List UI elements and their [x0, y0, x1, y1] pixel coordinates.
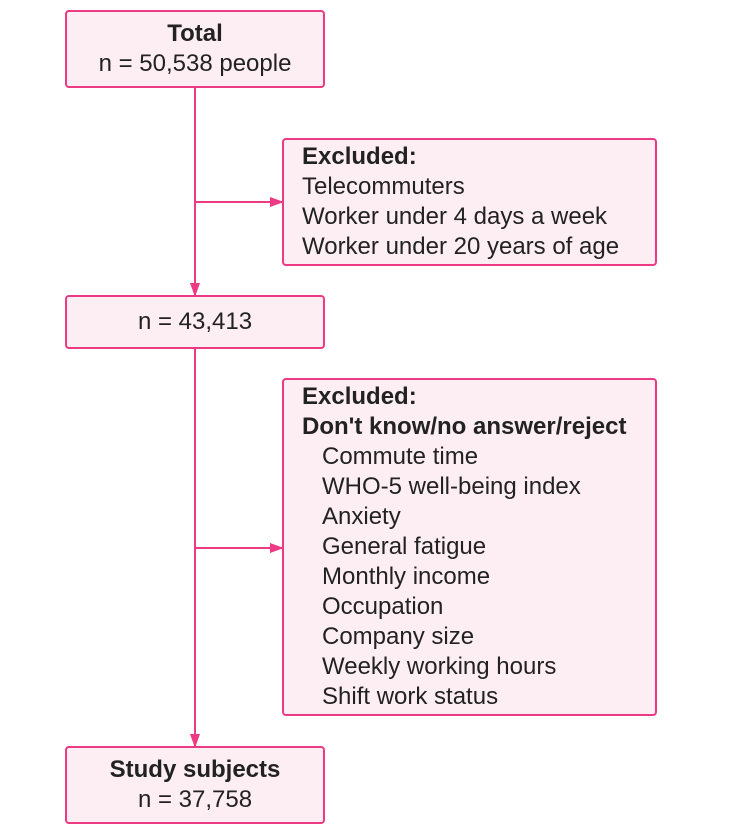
flow-node-excluded-1: Excluded: TelecommutersWorker under 4 da…: [282, 138, 657, 266]
excluded-item: Weekly working hours: [302, 652, 626, 682]
flow-node-final: Study subjects n = 37,758: [65, 746, 325, 824]
flow-node-total: Total n = 50,538 people: [65, 10, 325, 88]
excluded1-title: Excluded:: [302, 142, 619, 172]
total-subtitle: n = 50,538 people: [99, 49, 292, 79]
stage2-subtitle: n = 43,413: [138, 307, 252, 337]
excluded2-list: Commute timeWHO-5 well-being indexAnxiet…: [302, 442, 626, 712]
flow-node-excluded-2: Excluded: Don't know/no answer/reject Co…: [282, 378, 657, 716]
excluded-item: Worker under 4 days a week: [302, 202, 619, 232]
excluded-item: Monthly income: [302, 562, 626, 592]
excluded-item: General fatigue: [302, 532, 626, 562]
excluded-item: Occupation: [302, 592, 626, 622]
final-title: Study subjects: [110, 755, 281, 785]
excluded1-list: TelecommutersWorker under 4 days a weekW…: [302, 172, 619, 262]
flowchart-canvas: Total n = 50,538 people Excluded: Teleco…: [0, 0, 733, 837]
excluded-item: Company size: [302, 622, 626, 652]
final-subtitle: n = 37,758: [110, 785, 281, 815]
excluded-item: WHO-5 well-being index: [302, 472, 626, 502]
excluded2-title: Excluded:: [302, 382, 626, 412]
excluded-item: Worker under 20 years of age: [302, 232, 619, 262]
total-title: Total: [99, 19, 292, 49]
excluded-item: Telecommuters: [302, 172, 619, 202]
excluded-item: Shift work status: [302, 682, 626, 712]
excluded-item: Commute time: [302, 442, 626, 472]
excluded-item: Anxiety: [302, 502, 626, 532]
flow-node-stage2: n = 43,413: [65, 295, 325, 349]
excluded2-subtitle: Don't know/no answer/reject: [302, 412, 626, 442]
